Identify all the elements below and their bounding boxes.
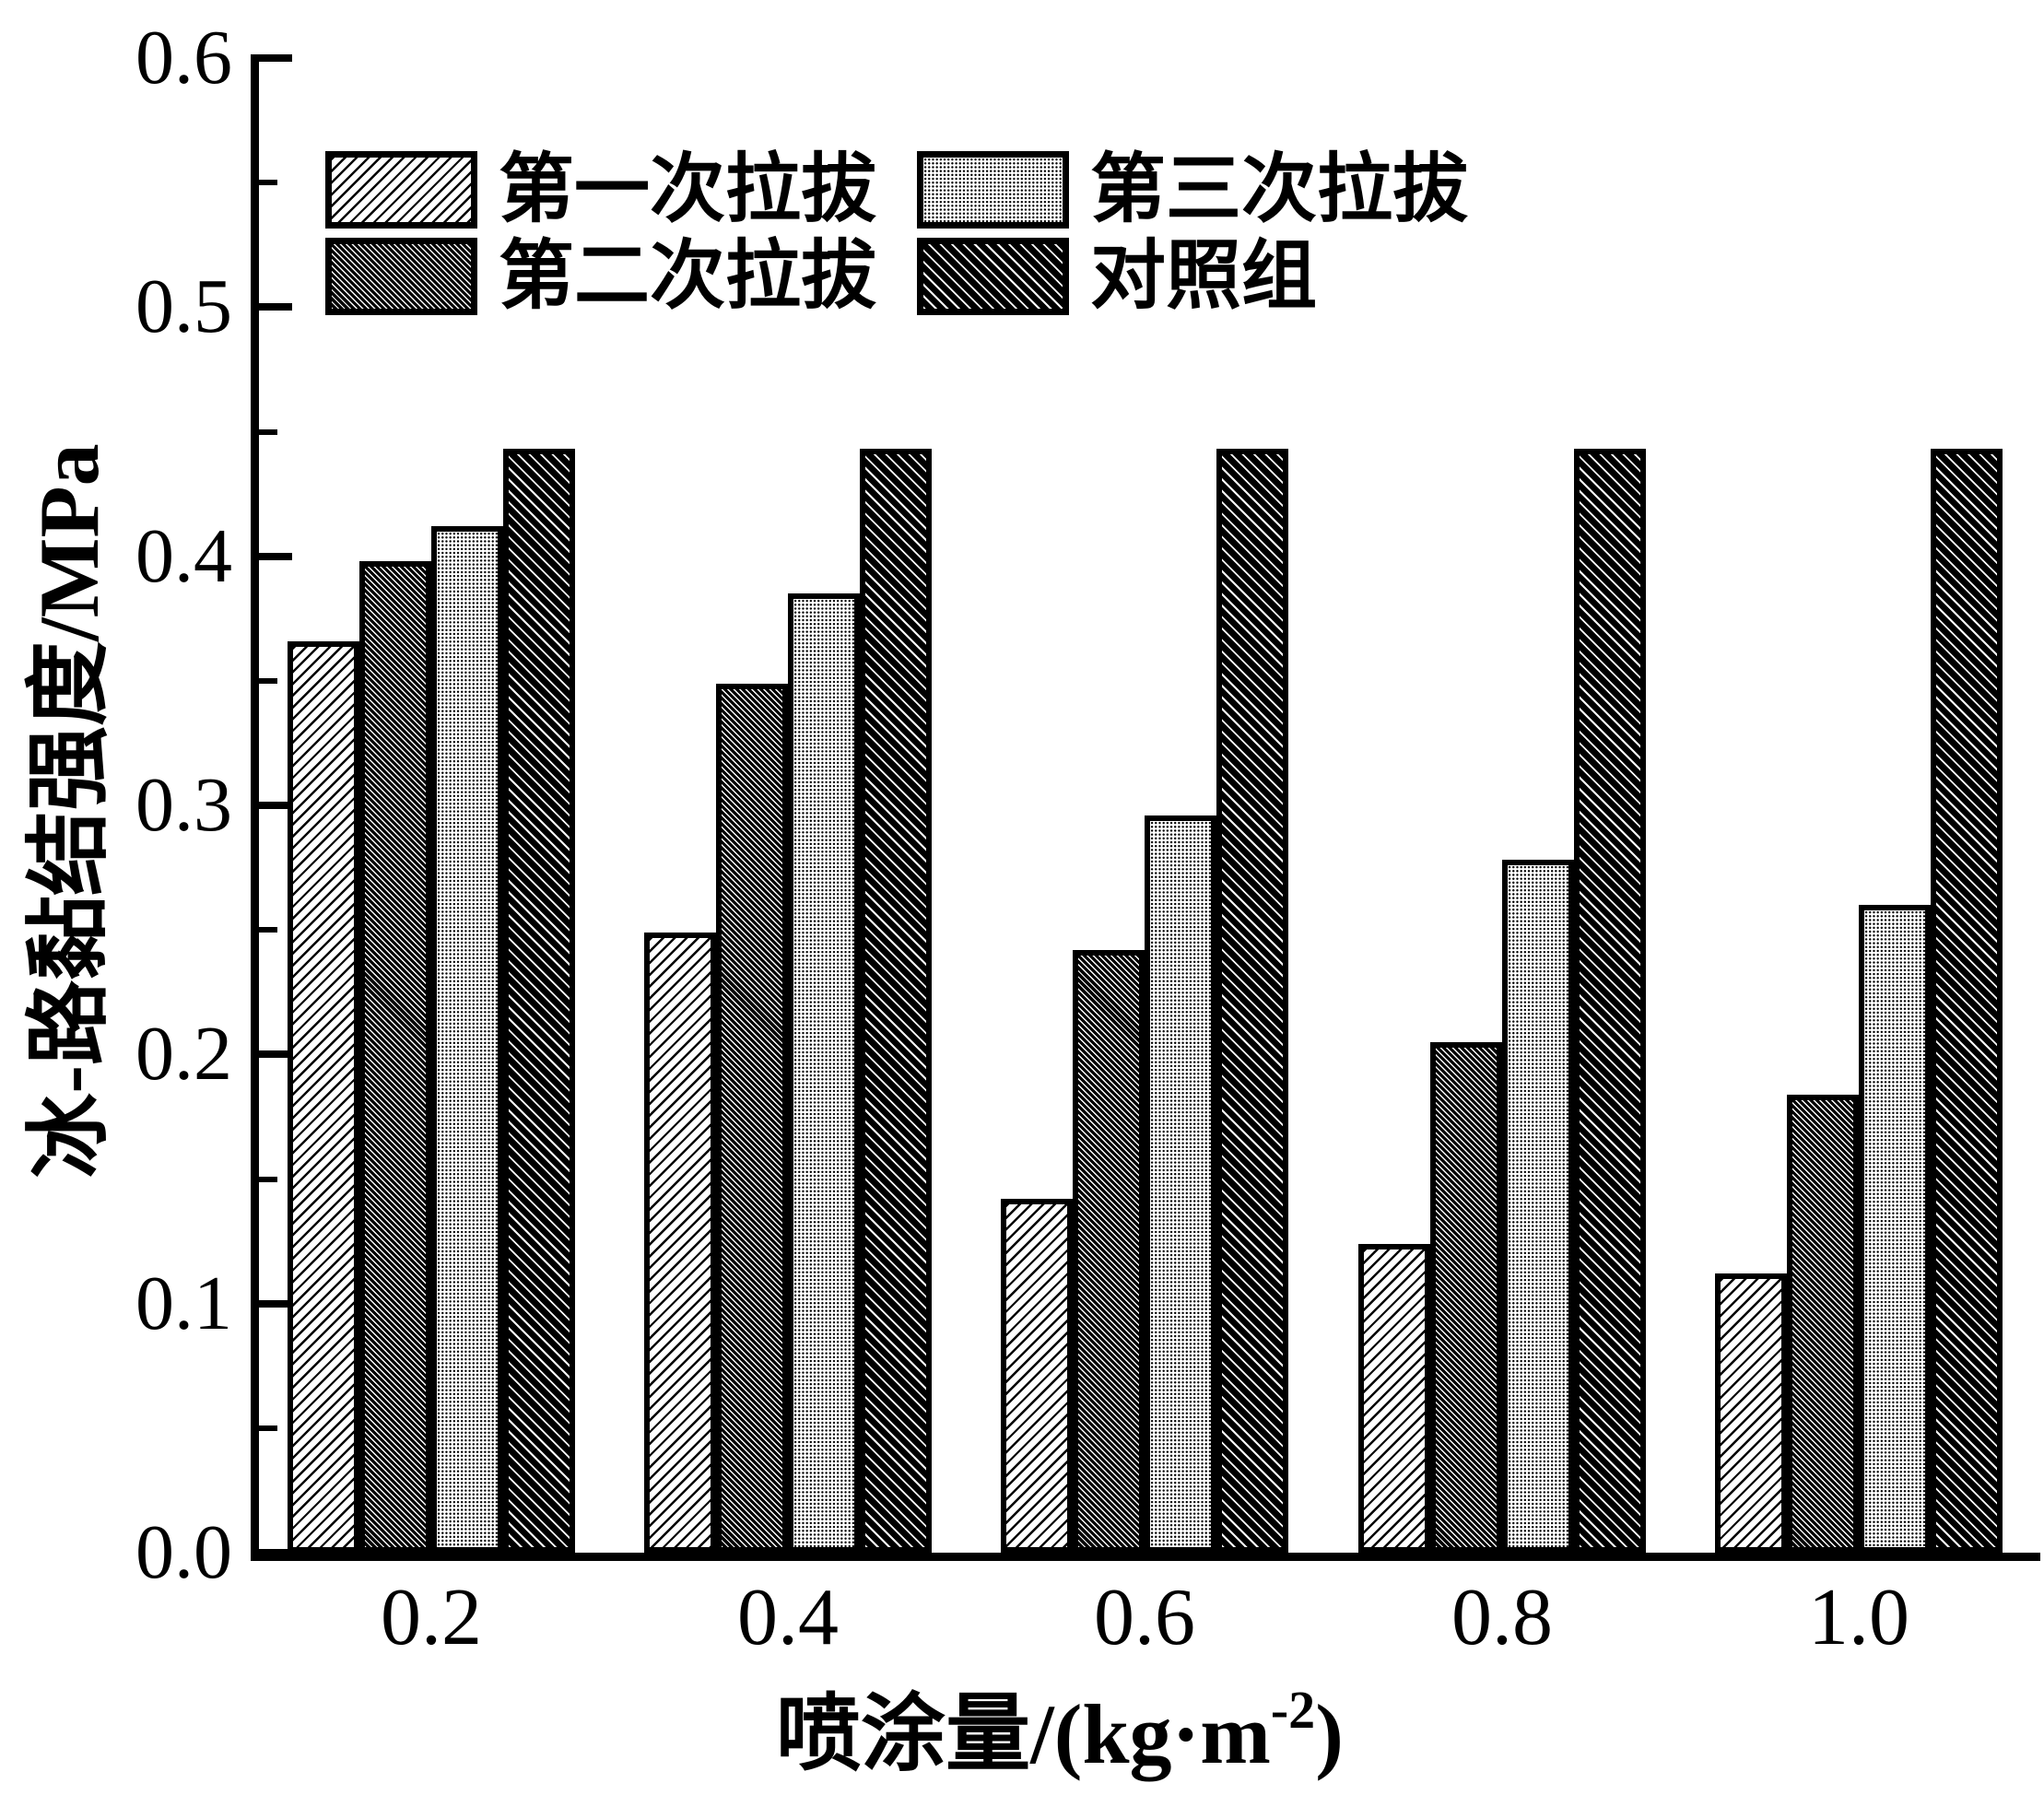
legend-item-third-pull: 第三次拉拔 bbox=[917, 151, 1468, 229]
legend-label-control-group: 对照组 bbox=[1090, 234, 1318, 318]
y-tick-label: 0.4 bbox=[135, 512, 232, 599]
x-axis-title-close: ) bbox=[1315, 1687, 1344, 1781]
legend-swatch-second-pull bbox=[325, 238, 477, 315]
bar-series4-cat4 bbox=[1574, 449, 1646, 1553]
bar-series1-cat4 bbox=[1358, 1244, 1430, 1553]
y-major-tick bbox=[259, 1050, 292, 1059]
y-minor-tick bbox=[259, 1176, 277, 1182]
legend-label-first-pull: 第一次拉拔 bbox=[499, 147, 877, 231]
y-minor-tick bbox=[259, 180, 277, 186]
bar-series2-cat5 bbox=[1787, 1095, 1859, 1553]
y-tick-label: 0.2 bbox=[135, 1011, 232, 1097]
x-axis-title-text: 喷涂量/(kg·m bbox=[776, 1687, 1271, 1781]
legend-item-first-pull: 第一次拉拔 bbox=[325, 151, 917, 229]
x-tick-label: 0.2 bbox=[381, 1573, 482, 1662]
x-axis-title: 喷涂量/(kg·m-2) bbox=[599, 1680, 1521, 1791]
x-tick-label: 0.8 bbox=[1451, 1573, 1553, 1662]
x-tick-label: 0.6 bbox=[1094, 1573, 1195, 1662]
y-tick-label: 0.3 bbox=[135, 762, 232, 848]
y-minor-tick bbox=[259, 677, 277, 684]
legend-label-third-pull: 第三次拉拔 bbox=[1090, 147, 1469, 231]
y-major-tick bbox=[259, 303, 292, 311]
y-minor-tick bbox=[259, 927, 277, 933]
bar-series3-cat2 bbox=[788, 593, 860, 1553]
bar-series1-cat5 bbox=[1715, 1273, 1787, 1553]
y-minor-tick bbox=[259, 1425, 277, 1431]
legend-swatch-control-group bbox=[917, 238, 1069, 315]
y-major-tick bbox=[259, 802, 292, 809]
bar-series1-cat3 bbox=[1001, 1199, 1073, 1553]
y-tick-label: 0.6 bbox=[135, 15, 232, 100]
legend-item-control-group: 对照组 bbox=[917, 238, 1468, 315]
y-major-tick bbox=[259, 552, 292, 560]
bar-series4-cat3 bbox=[1216, 449, 1288, 1553]
bar-series2-cat1 bbox=[359, 561, 431, 1553]
bar-series2-cat4 bbox=[1430, 1042, 1502, 1553]
legend-swatch-third-pull bbox=[917, 151, 1069, 229]
x-axis-line bbox=[251, 1553, 2040, 1561]
legend-label-second-pull: 第二次拉拔 bbox=[499, 234, 877, 318]
x-tick-label: 1.0 bbox=[1808, 1573, 1909, 1662]
x-axis-title-superscript: -2 bbox=[1270, 1680, 1316, 1740]
legend-item-second-pull: 第二次拉拔 bbox=[325, 238, 917, 315]
bar-series2-cat3 bbox=[1073, 950, 1145, 1553]
y-major-tick bbox=[259, 54, 292, 62]
y-axis-line bbox=[251, 54, 259, 1561]
bar-series1-cat1 bbox=[288, 641, 359, 1553]
y-minor-tick bbox=[259, 428, 277, 435]
bar-series3-cat1 bbox=[431, 526, 503, 1553]
bar-series4-cat1 bbox=[503, 449, 575, 1553]
bar-series3-cat3 bbox=[1145, 815, 1216, 1553]
y-tick-label: 0.0 bbox=[135, 1509, 232, 1595]
legend-swatch-first-pull bbox=[325, 151, 477, 229]
bar-series2-cat2 bbox=[716, 684, 788, 1553]
y-major-tick bbox=[259, 1549, 292, 1556]
bar-series4-cat2 bbox=[860, 449, 932, 1553]
y-major-tick bbox=[259, 1299, 292, 1308]
bar-series1-cat2 bbox=[644, 933, 716, 1553]
y-tick-label: 0.5 bbox=[135, 264, 232, 350]
bar-series4-cat5 bbox=[1931, 449, 2003, 1553]
bar-series3-cat5 bbox=[1859, 905, 1931, 1553]
legend: 第一次拉拔 第三次拉拔 第二次拉拔 对照组 bbox=[325, 151, 1468, 315]
x-tick-label: 0.4 bbox=[737, 1573, 839, 1662]
y-tick-label: 0.1 bbox=[135, 1260, 232, 1346]
bar-series3-cat4 bbox=[1502, 860, 1574, 1553]
